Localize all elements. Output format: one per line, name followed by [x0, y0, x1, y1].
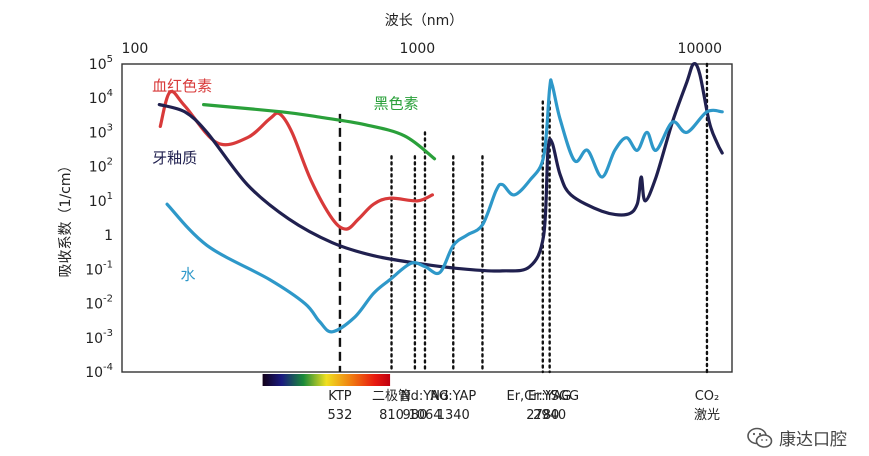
y-tick-exponent: -2	[103, 294, 113, 305]
laser-name: 二极管	[372, 389, 411, 404]
y-tick-base: 10	[89, 57, 107, 73]
y-tick-base: 10	[85, 262, 103, 278]
y-tick-label: 103	[89, 122, 113, 141]
laser-name: Er,Cr:YSGG	[506, 389, 579, 404]
y-tick-label: 102	[89, 157, 113, 176]
laser-wavelength: 1064	[408, 408, 441, 423]
laser-wavelength: 532	[328, 408, 353, 423]
wechat-icon	[747, 427, 773, 448]
y-tick-label: 10-2	[85, 294, 113, 313]
plot-frame	[121, 63, 733, 373]
y-tick-exponent: 3	[107, 122, 113, 133]
laser-wavelength: 2940	[533, 408, 566, 423]
x-tick-label: 100	[122, 41, 149, 57]
x-tick-label: 10000	[678, 41, 723, 57]
laser-name: Nd:YAG	[401, 389, 449, 404]
y-tick-exponent: -1	[103, 259, 113, 270]
x-tick-label: 1000	[400, 41, 436, 57]
y-tick-label: 1	[104, 228, 113, 244]
y-tick-label: 105	[89, 54, 113, 73]
laser-wavelength: 980	[402, 408, 427, 423]
laser-name: KTP	[328, 389, 351, 404]
y-tick-exponent: 4	[107, 88, 113, 99]
y-tick-base: 10	[85, 365, 103, 381]
series-line	[202, 103, 437, 161]
laser-name: Nd:YAP	[430, 389, 476, 404]
laser-name: Er:YAG	[528, 389, 571, 404]
y-tick-base: 10	[85, 297, 103, 313]
y-axis-title: 吸收系数（1/cm）	[58, 159, 74, 278]
laser-wavelength: 810	[379, 408, 404, 423]
y-tick-base: 10	[89, 194, 107, 210]
y-tick-exponent: 5	[107, 54, 113, 65]
laser-wavelength: 激光	[694, 408, 720, 423]
laser-name: CO₂	[695, 389, 720, 404]
y-tick-label: 10-1	[85, 259, 113, 278]
y-tick-label: 104	[89, 88, 113, 107]
y-tick-exponent: -3	[103, 328, 113, 339]
y-tick-exponent: 2	[107, 157, 113, 168]
y-tick-base: 10	[89, 91, 107, 107]
y-tick-label: 101	[89, 191, 113, 210]
y-tick-label: 10-3	[85, 328, 113, 347]
brand-name: 康达口腔	[779, 430, 847, 450]
visible-spectrum-bar	[262, 374, 391, 386]
series-line	[157, 62, 724, 273]
y-tick-exponent: -4	[103, 362, 113, 373]
y-tick-base: 10	[85, 331, 103, 347]
brand-watermark: 康达口腔	[747, 425, 847, 450]
y-tick-base: 10	[89, 125, 107, 141]
y-tick-base: 1	[104, 228, 113, 244]
laser-wavelength: 1340	[437, 408, 470, 423]
x-axis-title: 波长（nm）	[385, 13, 464, 29]
y-tick-label: 10-4	[85, 362, 113, 381]
y-tick-exponent: 1	[107, 191, 113, 202]
series-label: 黑色素	[374, 95, 419, 113]
series-label: 牙釉质	[152, 149, 197, 167]
y-tick-base: 10	[89, 160, 107, 176]
laser-wavelength: 2780	[526, 408, 559, 423]
series-line	[165, 78, 724, 334]
series-lines	[157, 62, 724, 334]
series-label: 血红色素	[152, 77, 212, 95]
x-tick-labels: 100 1000 10000	[122, 41, 723, 57]
series-label: 水	[181, 266, 196, 284]
